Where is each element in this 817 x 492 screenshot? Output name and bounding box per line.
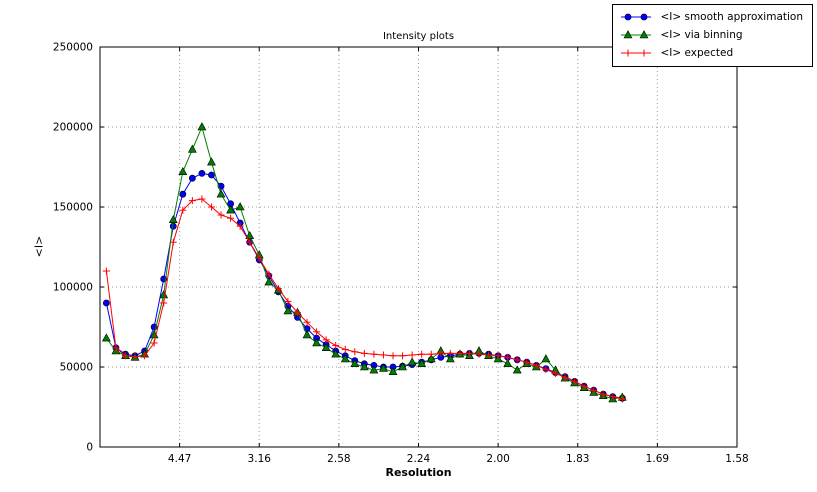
x-tick-label: 1.69 bbox=[646, 453, 669, 465]
legend-marker-circle-icon bbox=[621, 13, 652, 21]
y-tick-label: 50000 bbox=[60, 362, 93, 374]
x-axis-label: Resolution bbox=[385, 466, 452, 479]
x-tick-label: 4.47 bbox=[168, 453, 191, 465]
x-tick-label: 2.00 bbox=[486, 453, 509, 465]
legend-label: <I> via binning bbox=[660, 29, 743, 41]
y-axis-label: <I> bbox=[32, 235, 46, 258]
chart-title: Intensity plots bbox=[382, 31, 455, 42]
x-tick-label: 2.24 bbox=[407, 453, 431, 465]
legend-label: <I> smooth approximation bbox=[660, 11, 803, 23]
y-tick-label: 200000 bbox=[53, 122, 93, 134]
y-tick-label: 150000 bbox=[53, 202, 93, 214]
x-tick-label: 1.83 bbox=[566, 453, 589, 465]
legend-label: <I> expected bbox=[660, 47, 734, 59]
x-tick-label: 1.58 bbox=[725, 453, 748, 465]
legend: <I> smooth approximation <I> via binning… bbox=[612, 4, 813, 67]
legend-marker-triangle-icon bbox=[621, 30, 652, 39]
series-2 bbox=[102, 195, 626, 403]
legend-item-smooth-approximation: <I> smooth approximation bbox=[619, 8, 803, 26]
x-tick-label: 3.16 bbox=[248, 453, 272, 465]
x-tick-label: 2.58 bbox=[327, 453, 350, 465]
y-tick-label: 0 bbox=[86, 442, 93, 454]
y-tick-label: 250000 bbox=[53, 42, 93, 54]
legend-item-via-binning: <I> via binning bbox=[619, 26, 803, 44]
legend-item-expected: <I> expected bbox=[619, 44, 803, 62]
y-tick-label: 100000 bbox=[53, 282, 93, 294]
legend-marker-plus-icon bbox=[621, 49, 652, 57]
series-1 bbox=[101, 122, 627, 403]
